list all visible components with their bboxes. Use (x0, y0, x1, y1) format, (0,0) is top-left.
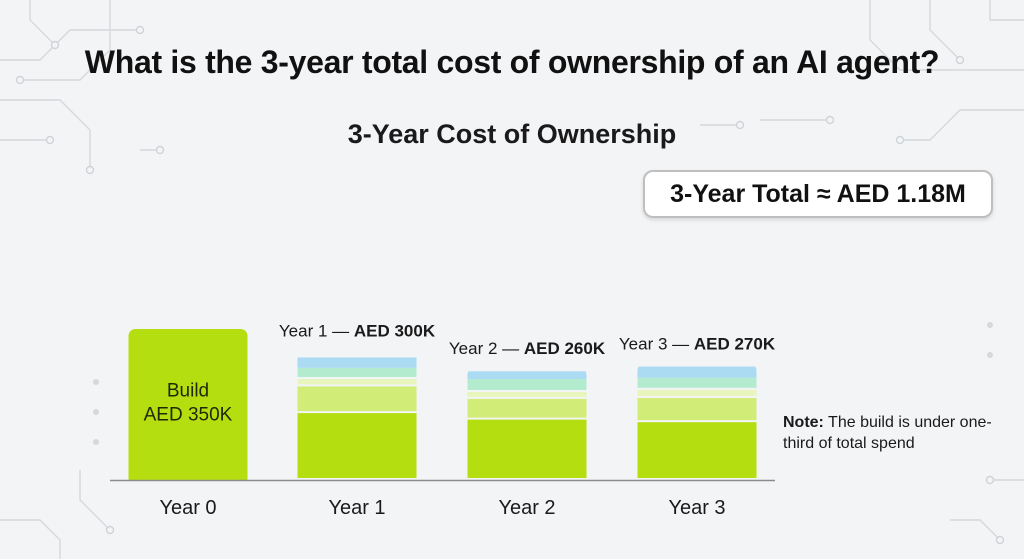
note-text: The build is under one-third of total sp… (783, 414, 992, 452)
bar-segment (297, 413, 417, 478)
bar-segment (637, 389, 757, 397)
bar-year-1 (297, 357, 417, 478)
bar-segment (467, 379, 587, 390)
bar-segment (467, 371, 587, 380)
bar-total-label: Year 1 — AED 300K (279, 322, 436, 341)
bar-segment (637, 377, 757, 388)
total-callout: 3-Year Total ≈ AED 1.18M (643, 170, 993, 218)
x-tick-label: Year 3 (668, 497, 725, 519)
bar-segment (467, 391, 587, 397)
x-tick-label: Year 1 (328, 497, 385, 519)
bar-segment (637, 422, 757, 478)
chart-title: 3-Year Cost of Ownership (347, 119, 677, 149)
bar-total-label: Year 3 — AED 270K (619, 335, 776, 354)
bar-segment (128, 329, 248, 480)
bar-segment (467, 419, 587, 478)
note-label: Note: (783, 414, 824, 431)
bar-segment (637, 366, 757, 378)
bar-segment (467, 398, 587, 418)
bar-segment (297, 379, 417, 385)
bar-segment (297, 367, 417, 378)
bar-inside-label: Build AED 350K (144, 381, 233, 426)
bar-year-2 (467, 371, 587, 478)
bar-segment (637, 398, 757, 421)
x-tick-label: Year 2 (498, 497, 555, 519)
bar-segment (297, 386, 417, 412)
bar-year-0 (128, 329, 248, 480)
bar-segment (297, 357, 417, 368)
bar-total-label: Year 2 — AED 260K (449, 339, 606, 358)
chart-note: Note: The build is under one-third of to… (783, 412, 1013, 454)
x-tick-label: Year 0 (159, 497, 216, 519)
page-headline: What is the 3-year total cost of ownersh… (84, 44, 940, 80)
bar-year-3 (637, 366, 757, 478)
